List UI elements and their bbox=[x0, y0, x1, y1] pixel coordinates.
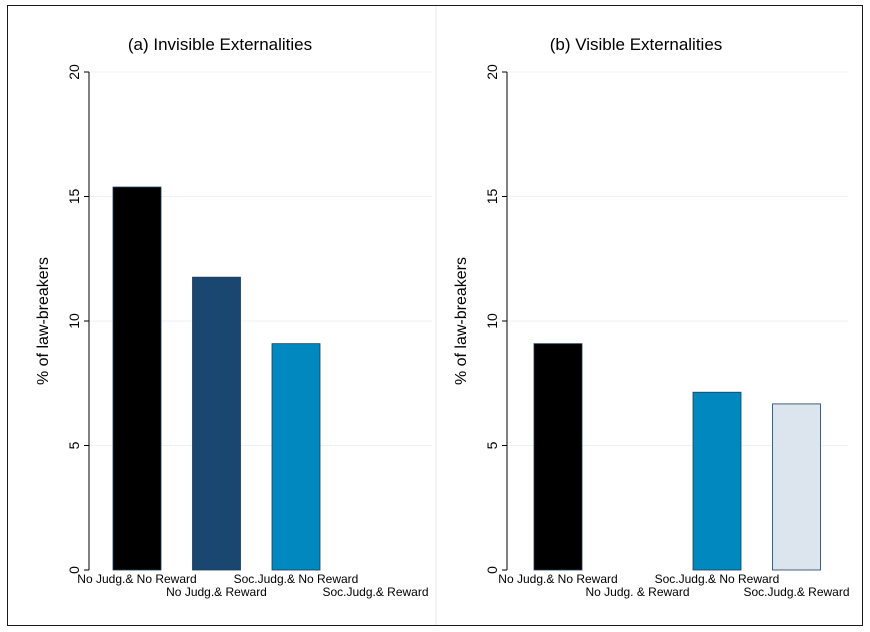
category-label: No Judg. & Reward bbox=[585, 585, 689, 599]
y-tick-label: 0 bbox=[484, 566, 500, 574]
y-tick-label: 5 bbox=[484, 441, 500, 449]
chart-title: (a) Invisible Externalities bbox=[128, 35, 312, 54]
panel-visible-externalities: (b) Visible Externalities 0 5 10 15 20 % of la… bbox=[435, 6, 850, 625]
category-label: Soc.Judg.& Reward bbox=[743, 585, 849, 599]
category-label: Soc.Judg.& Reward bbox=[322, 585, 428, 599]
y-axis-label: % of law-breakers bbox=[35, 257, 52, 385]
bar-chart-figure: (a) Invisible Externalities 0 5 10 15 20 % of … bbox=[35, 6, 850, 625]
panel-invisible-externalities: (a) Invisible Externalities 0 5 10 15 20 % of … bbox=[35, 35, 432, 599]
category-label: No Judg.& No Reward bbox=[498, 572, 617, 586]
y-tick-label: 5 bbox=[66, 441, 82, 449]
bar-1 bbox=[533, 343, 583, 571]
y-axis-label: % of law-breakers bbox=[453, 257, 470, 385]
y-tick-label: 15 bbox=[484, 189, 500, 205]
category-label: No Judg.& No Reward bbox=[77, 572, 196, 586]
chart-title: (b) Visible Externalities bbox=[550, 35, 723, 54]
y-tick-label: 0 bbox=[66, 566, 82, 574]
y-tick-label: 15 bbox=[66, 189, 82, 205]
category-label: No Judg.& Reward bbox=[166, 585, 267, 599]
category-label: Soc.Judg.& No Reward bbox=[234, 572, 359, 586]
category-label: Soc.Judg.& No Reward bbox=[655, 572, 780, 586]
y-tick-label: 20 bbox=[484, 64, 500, 80]
bar-4 bbox=[772, 403, 821, 571]
bar-3 bbox=[271, 343, 321, 571]
bar-2 bbox=[192, 276, 241, 571]
bar-3 bbox=[692, 391, 742, 571]
figure-frame: (a) Invisible Externalities 0 5 10 15 20 % of … bbox=[7, 5, 863, 626]
bar-1 bbox=[112, 186, 162, 571]
y-tick-label: 10 bbox=[66, 313, 82, 329]
y-tick-label: 10 bbox=[484, 313, 500, 329]
y-tick-label: 20 bbox=[66, 64, 82, 80]
